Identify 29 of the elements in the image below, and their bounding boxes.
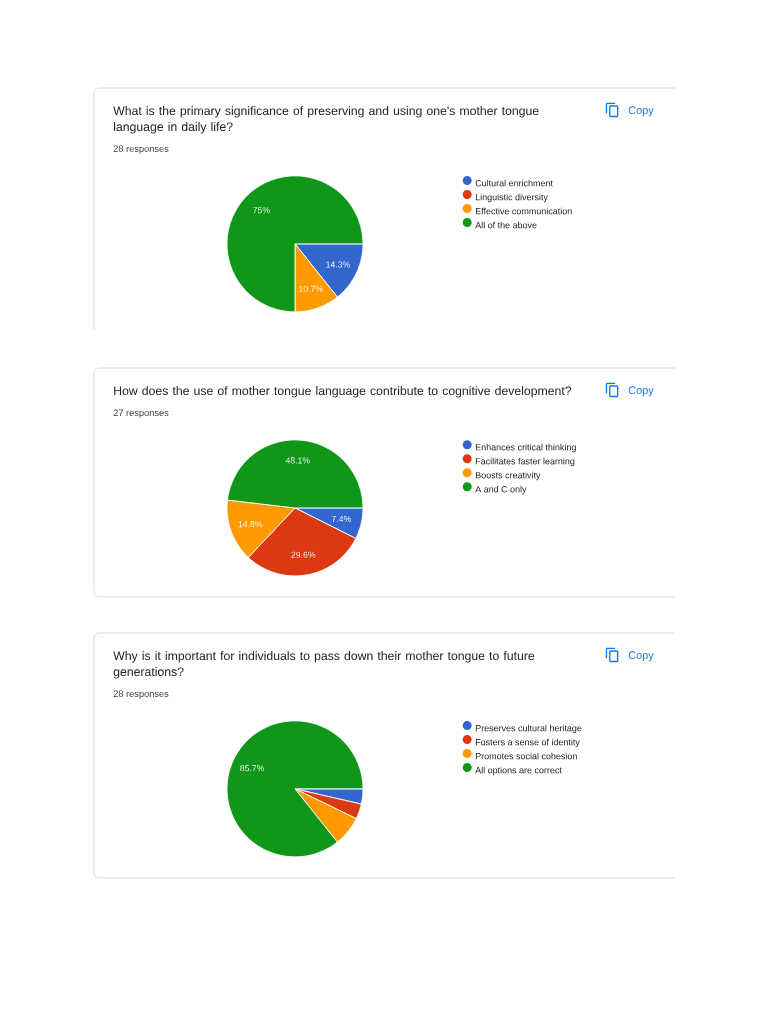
text: 28 responses	[113, 690, 169, 699]
legend-label: Effective communication	[475, 207, 572, 215]
legend-label: Facilitates faster learning	[475, 457, 575, 467]
data-label: 75%	[253, 207, 270, 214]
chart-title: What is the primary significance of preserving and using one's mother tongue language in daily life?	[113, 106, 539, 134]
chart-title: Why is it important for individuals to pass down their mother tongue to future generations?	[113, 651, 535, 679]
legend-label: All options are correct	[475, 766, 562, 776]
legend-label: Enhances critical thinking	[475, 443, 576, 453]
data-label: 29.6%	[291, 551, 316, 558]
data-label: 85.7%	[240, 765, 265, 772]
text: Copy	[628, 386, 654, 397]
data-label: 14.3%	[326, 261, 350, 268]
text: Copy	[628, 651, 654, 662]
chart-title: How does the use of mother tongue language contribute to cognitive development?	[114, 386, 572, 398]
legend-label: Preserves cultural heritage	[475, 724, 582, 734]
text: Copy	[628, 106, 654, 117]
text: 27 responses	[113, 409, 169, 418]
legend-label: Cultural enrichment	[475, 179, 553, 187]
legend-label: Promotes social cohesion	[475, 752, 577, 760]
data-label: 14.8%	[238, 521, 263, 528]
legend-label: A and C only	[475, 485, 527, 495]
data-label: 7.4%	[331, 515, 351, 522]
data-label: 48.1%	[285, 457, 310, 464]
data-label: 10.7%	[299, 285, 323, 292]
text: 28 responses	[113, 145, 169, 154]
legend-label: All of the above	[475, 221, 537, 229]
legend-label: Linguistic diversity	[475, 193, 548, 203]
legend-label: Fosters a sense of identity	[475, 738, 580, 748]
legend-label: Boosts creativity	[475, 471, 541, 481]
